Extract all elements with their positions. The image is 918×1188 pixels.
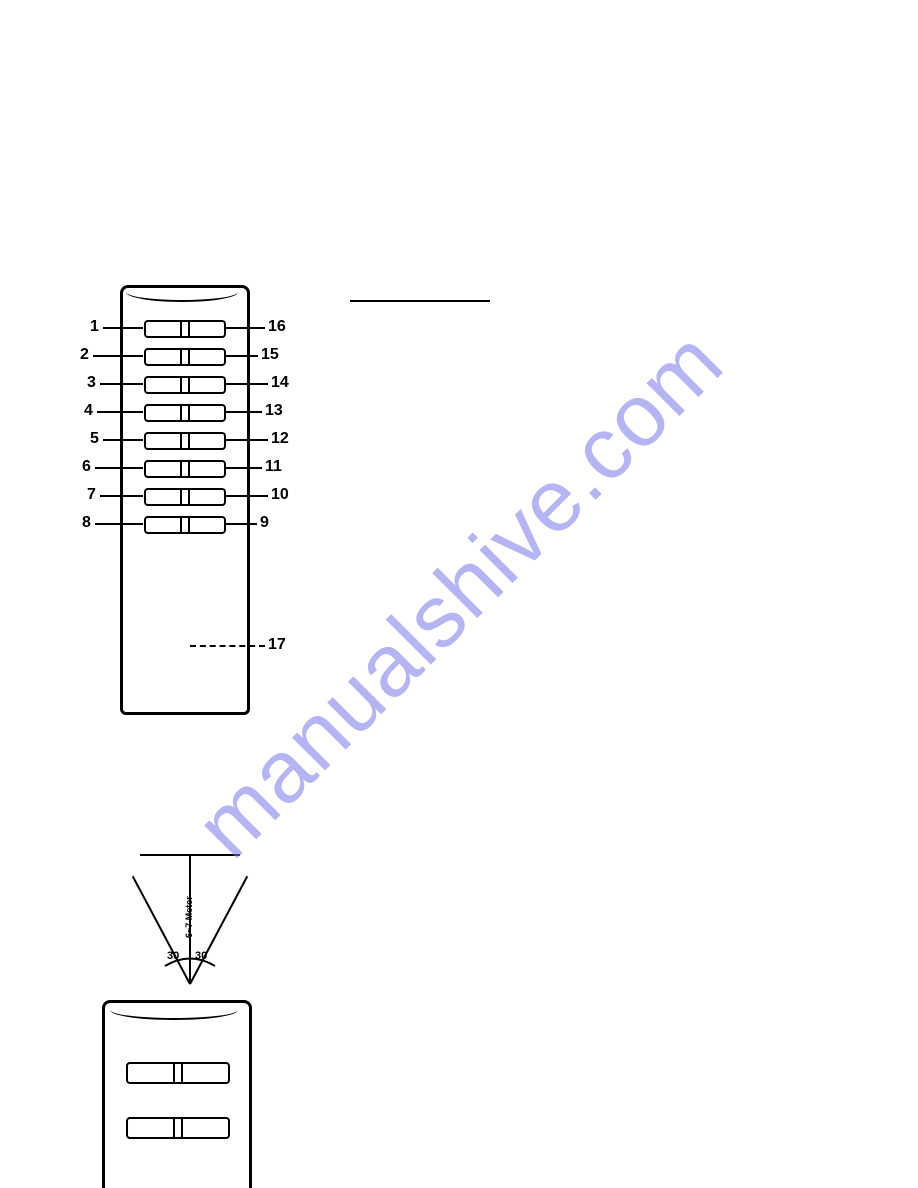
callout-13: 13: [265, 402, 283, 420]
callout-7: 7: [87, 486, 96, 504]
remote-body-bottom: [102, 1000, 252, 1188]
leader-right-14: [225, 383, 268, 385]
leader-left-1: [103, 327, 143, 329]
title-underline: [350, 300, 490, 302]
callout-4: 4: [84, 402, 93, 420]
callout-8: 8: [82, 514, 91, 532]
callout-6: 6: [82, 458, 91, 476]
callout-3: 3: [87, 374, 96, 392]
leader-left-8: [95, 523, 143, 525]
leader-left-7: [100, 495, 143, 497]
page: 1 2 3 4 5 6 7 8 16 15 14 13 12 11 10 9 1…: [0, 0, 918, 1188]
button-row-4: [144, 404, 226, 422]
callout-5: 5: [90, 430, 99, 448]
leader-right-10: [225, 495, 268, 497]
remote-diagram-top: [120, 285, 250, 715]
button-row-3: [144, 376, 226, 394]
angle-label-right: 30: [195, 950, 207, 962]
bottom-row-2: [126, 1117, 230, 1139]
callout-9: 9: [260, 514, 269, 532]
leader-right-16: [225, 327, 265, 329]
leader-right-17: [190, 645, 265, 647]
leader-left-4: [97, 411, 143, 413]
callout-15: 15: [261, 346, 279, 364]
watermark: manualshive.com: [176, 311, 743, 878]
button-row-7: [144, 488, 226, 506]
callout-12: 12: [271, 430, 289, 448]
button-row-1: [144, 320, 226, 338]
leader-right-9: [225, 523, 257, 525]
angle-label-left: 30: [167, 950, 179, 962]
leader-left-2: [93, 355, 143, 357]
button-row-5: [144, 432, 226, 450]
angle-top-tick: [189, 854, 191, 862]
callout-1: 1: [90, 318, 99, 336]
callout-2: 2: [80, 346, 89, 364]
angle-diagram: 30 30 6~7 Meter: [120, 848, 280, 998]
leader-right-11: [225, 467, 262, 469]
callout-10: 10: [271, 486, 289, 504]
leader-left-5: [103, 439, 143, 441]
leader-left-6: [95, 467, 143, 469]
callout-11: 11: [265, 458, 282, 476]
leader-right-13: [225, 411, 262, 413]
bottom-row-1: [126, 1062, 230, 1084]
button-row-6: [144, 460, 226, 478]
leader-right-12: [225, 439, 268, 441]
button-row-8: [144, 516, 226, 534]
callout-17: 17: [268, 636, 286, 654]
distance-label: 6~7 Meter: [184, 896, 194, 938]
leader-right-15: [225, 355, 258, 357]
button-row-2: [144, 348, 226, 366]
callout-14: 14: [271, 374, 289, 392]
remote-diagram-bottom: [102, 1000, 252, 1188]
leader-left-3: [100, 383, 143, 385]
callout-16: 16: [268, 318, 286, 336]
